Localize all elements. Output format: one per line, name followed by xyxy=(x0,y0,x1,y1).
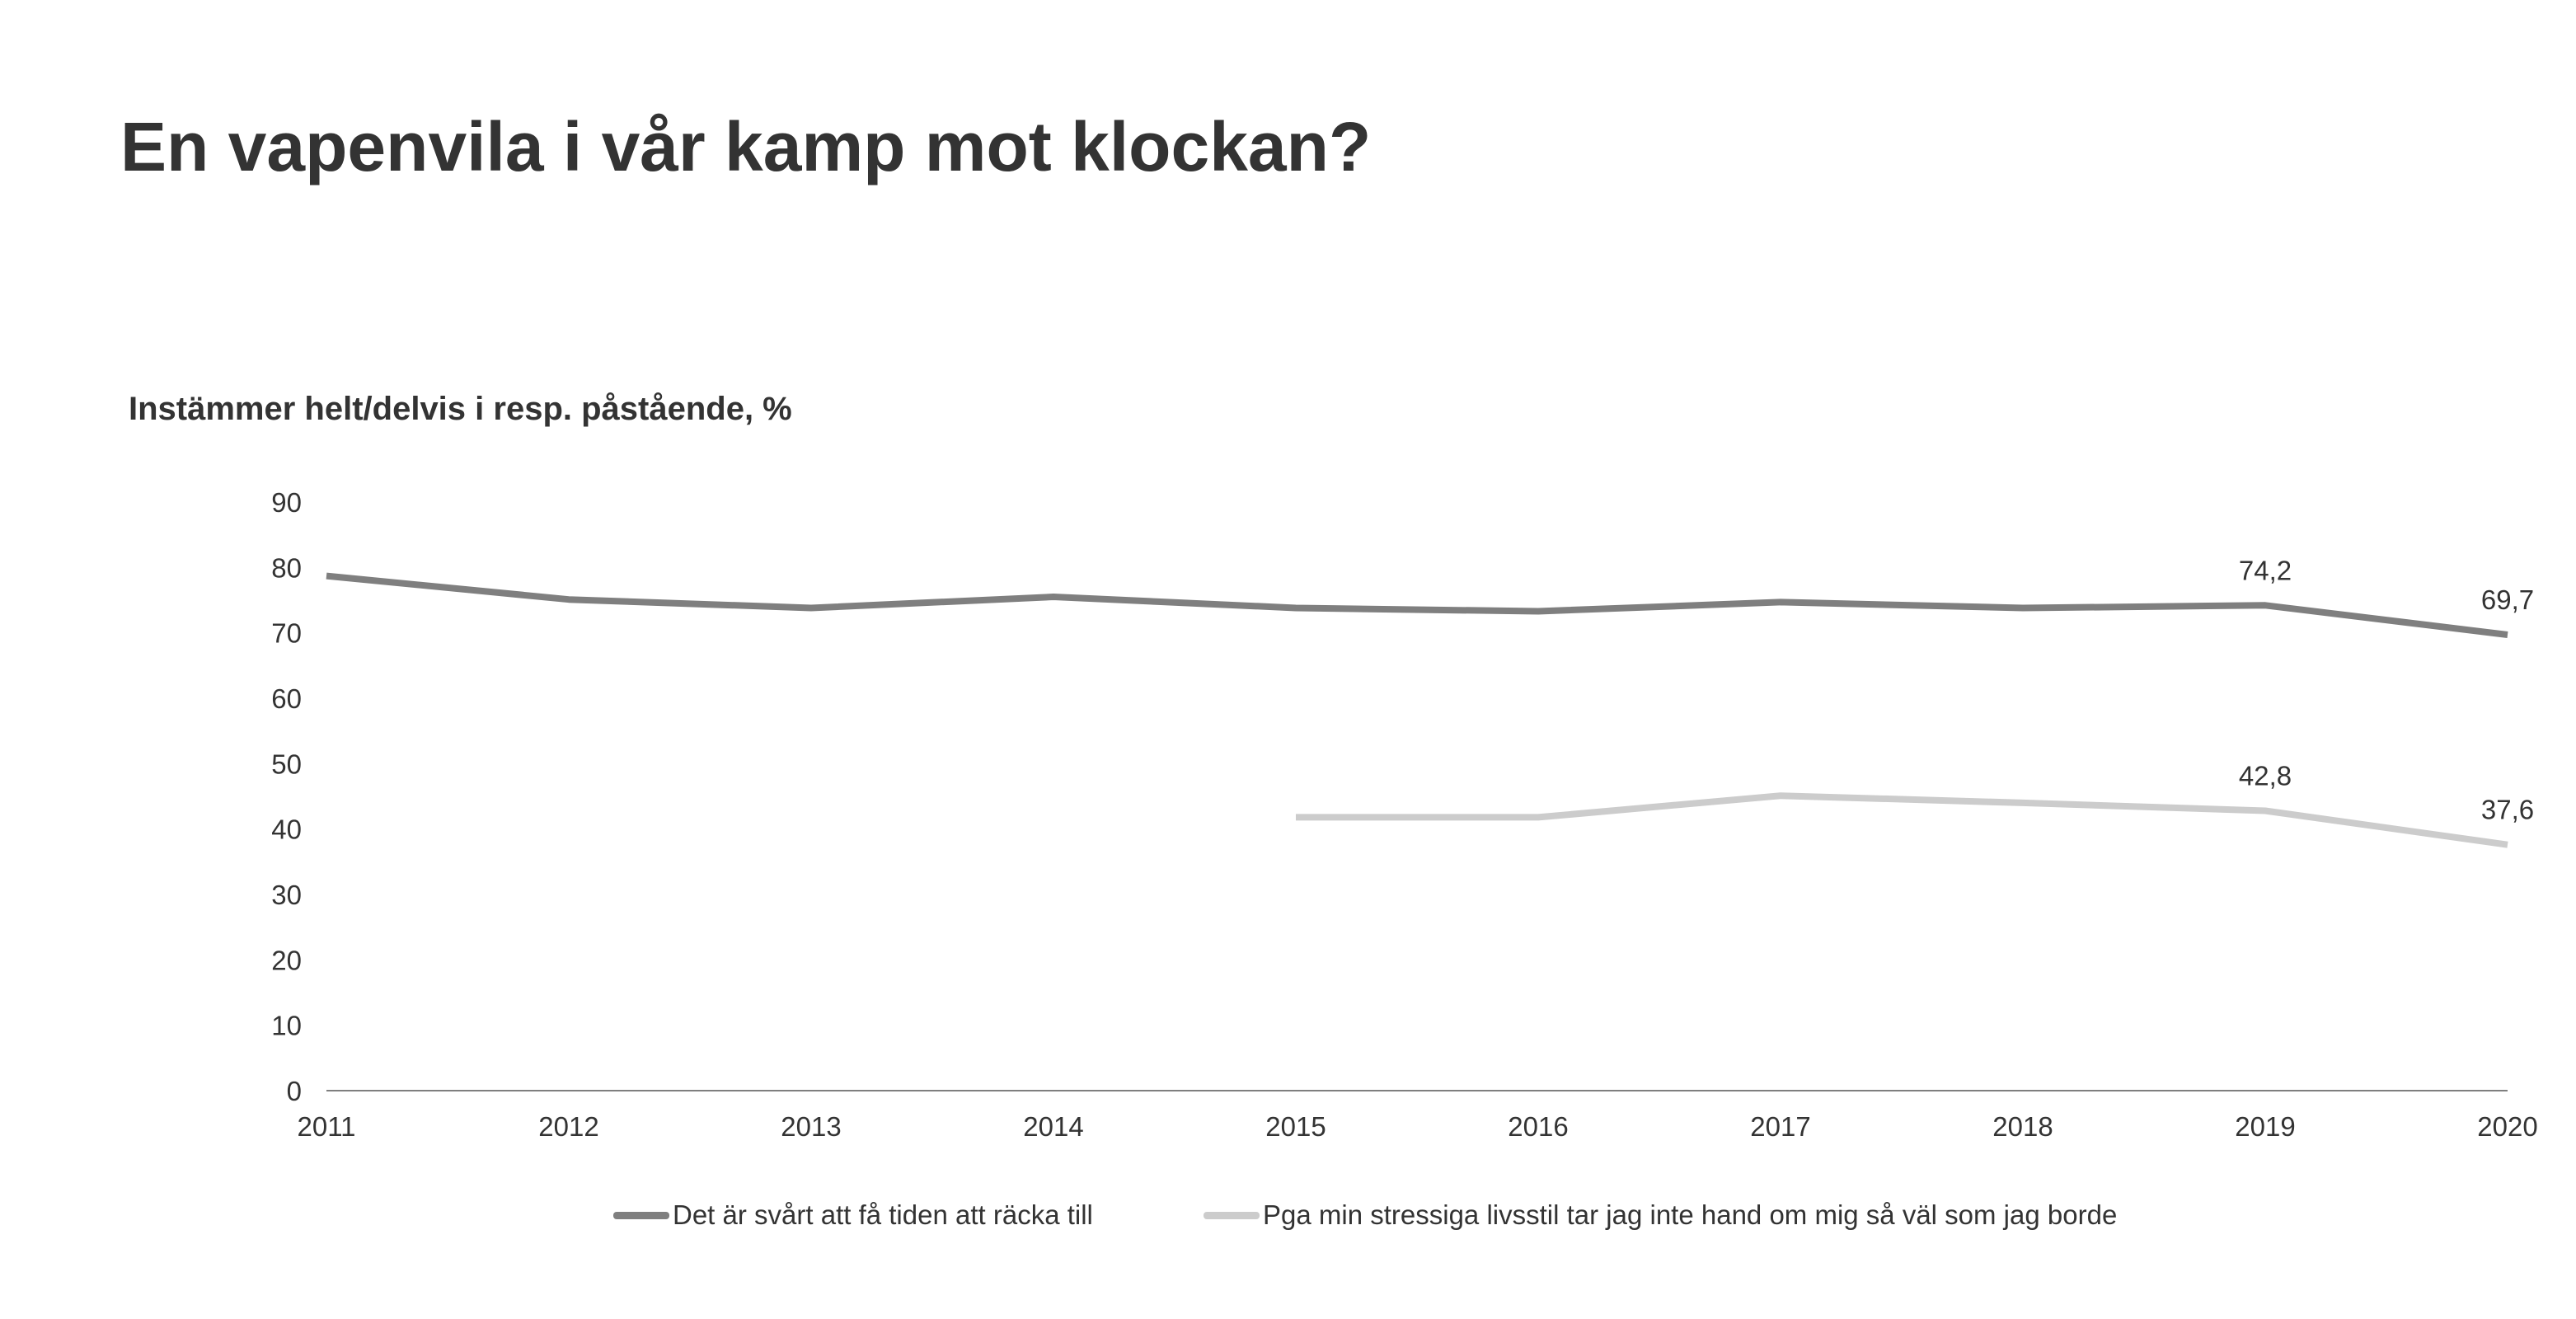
x-tick-label: 2013 xyxy=(781,1111,841,1142)
data-label: 74,2 xyxy=(2239,555,2292,585)
y-tick-label: 0 xyxy=(287,1076,302,1106)
data-label-layer: 74,2 69,7 42,8 37,6 xyxy=(2239,555,2534,824)
y-tick-label: 30 xyxy=(271,880,302,910)
y-tick-label: 40 xyxy=(271,814,302,845)
legend-item-series-2: Pga min stressiga livsstil tar jag inte … xyxy=(1204,1199,2117,1231)
x-tick-label: 2012 xyxy=(538,1111,598,1142)
y-tick-label: 20 xyxy=(271,945,302,975)
x-axis: 2011 2012 2013 2014 2015 2016 2017 2018 2019 2020 xyxy=(298,1090,2538,1142)
x-tick-label: 2016 xyxy=(1508,1111,1568,1142)
y-tick-label: 80 xyxy=(271,552,302,583)
x-tick-label: 2018 xyxy=(1992,1111,2053,1142)
legend-item-series-1: Det är svårt att få tiden att räcka till xyxy=(613,1199,1093,1231)
data-label: 42,8 xyxy=(2239,760,2292,791)
chart-subtitle: Instämmer helt/delvis i resp. påstående,… xyxy=(129,391,792,427)
x-tick-label: 2014 xyxy=(1023,1111,1083,1142)
y-tick-label: 10 xyxy=(271,1011,302,1041)
data-label: 69,7 xyxy=(2481,584,2534,615)
x-tick-label: 2011 xyxy=(298,1111,356,1142)
y-tick-label: 50 xyxy=(271,749,302,779)
x-tick-label: 2015 xyxy=(1265,1111,1326,1142)
data-label: 37,6 xyxy=(2481,795,2534,825)
series-line-1 xyxy=(326,572,2508,638)
legend-swatch-series-1 xyxy=(613,1211,669,1219)
x-tick-label: 2017 xyxy=(1750,1111,1810,1142)
chart-title: En vapenvila i vår kamp mot klockan? xyxy=(120,108,1372,185)
x-tick-label: 2020 xyxy=(2477,1111,2537,1142)
series-layer xyxy=(326,572,2508,848)
legend-label-series-1: Det är svårt att få tiden att räcka till xyxy=(673,1199,1093,1230)
x-tick-label: 2019 xyxy=(2235,1111,2295,1142)
y-tick-label: 70 xyxy=(271,618,302,649)
y-tick-label: 60 xyxy=(271,683,302,714)
y-tick-label: 90 xyxy=(271,487,302,518)
legend: Det är svårt att få tiden att räcka till… xyxy=(0,1199,2576,1241)
y-axis: 0 10 20 30 40 50 60 70 80 90 xyxy=(271,487,302,1106)
series-line-2 xyxy=(1296,792,2508,848)
legend-label-series-2: Pga min stressiga livsstil tar jag inte … xyxy=(1263,1199,2118,1230)
legend-swatch-series-2 xyxy=(1204,1211,1260,1219)
